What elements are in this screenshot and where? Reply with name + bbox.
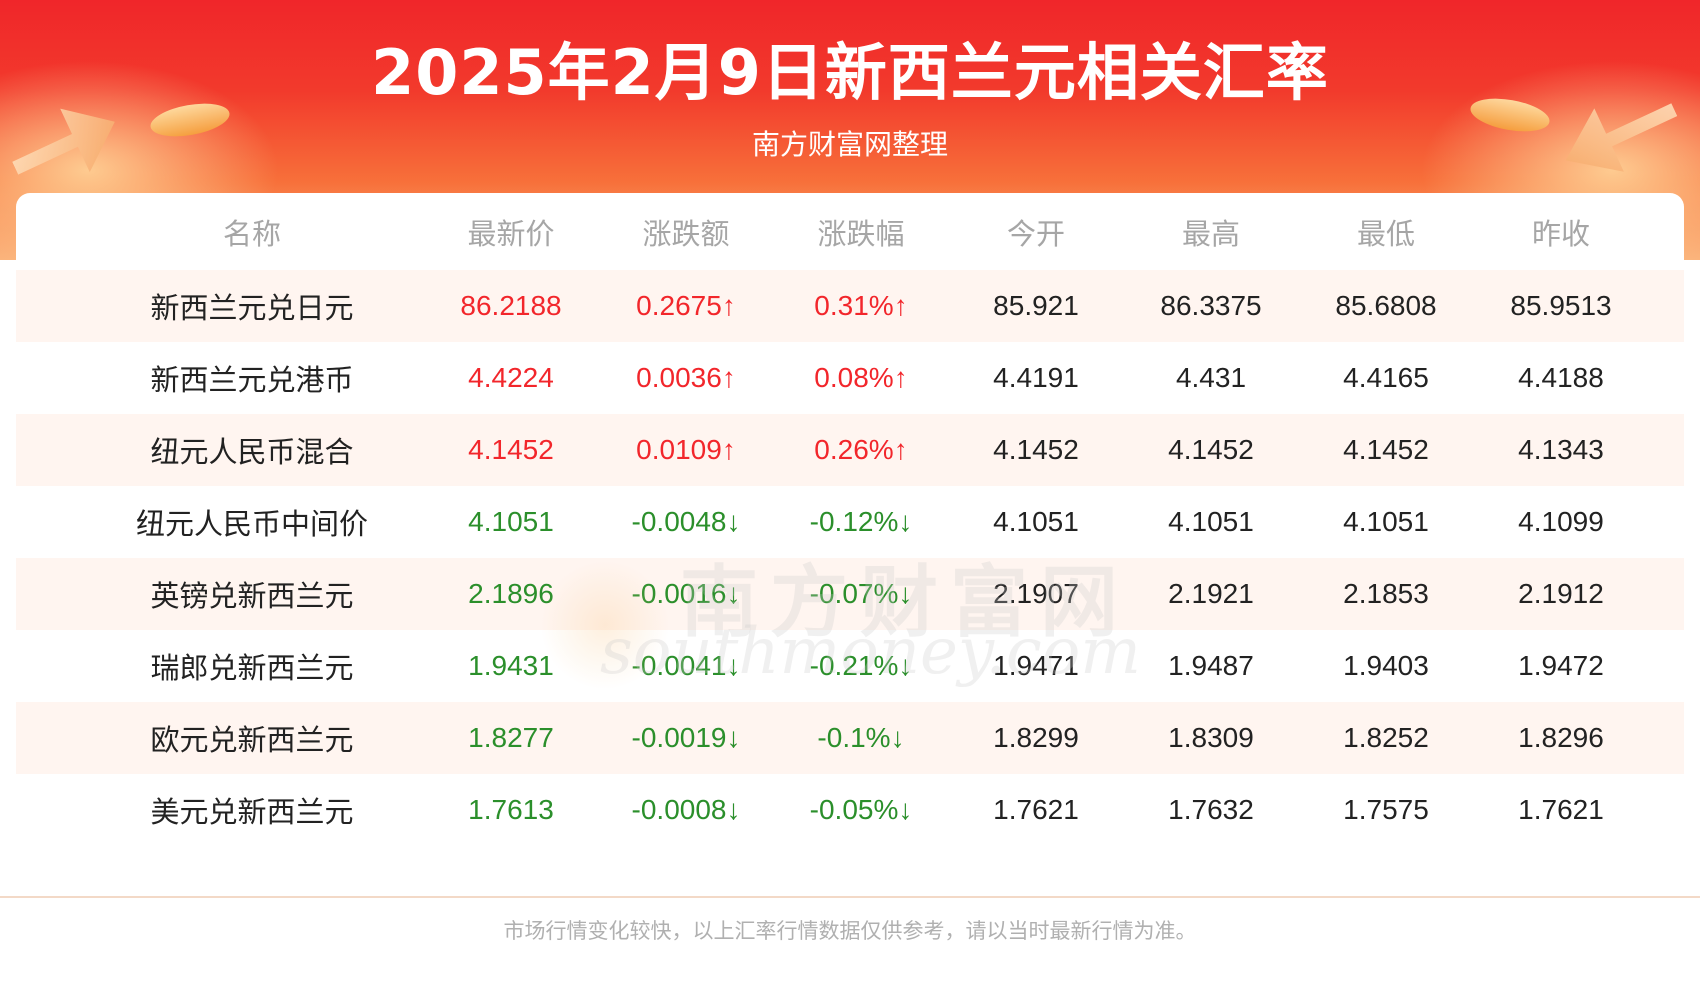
cell-last-price: 4.4224 bbox=[468, 362, 554, 393]
cell-open: 4.4191 bbox=[993, 362, 1079, 393]
cell-low: 4.1051 bbox=[1343, 506, 1429, 537]
cell-change: -0.0016↓ bbox=[631, 578, 741, 609]
cell-open: 1.7621 bbox=[993, 794, 1079, 825]
cell-name: 英镑兑新西兰元 bbox=[150, 579, 354, 613]
column-header-high: 最高 bbox=[1181, 216, 1240, 251]
rate-table: 名称 最新价 涨跌额 涨跌幅 今开 最高 最低 昨收 新西兰元兑日元 86.218… bbox=[16, 193, 1684, 898]
cell-open: 1.9471 bbox=[993, 650, 1079, 681]
cell-change-percent: -0.12%↓ bbox=[809, 506, 913, 537]
cell-name: 欧元兑新西兰元 bbox=[150, 723, 354, 757]
table-row: 新西兰元兑港币 4.4224 0.0036↑ 0.08%↑ 4.4191 4.431 4.4… bbox=[16, 342, 1684, 414]
cell-name: 新西兰元兑日元 bbox=[150, 291, 354, 325]
cell-prev-close: 1.7621 bbox=[1518, 794, 1604, 825]
table-header-row: 名称 最新价 涨跌额 涨跌幅 今开 最高 最低 昨收 bbox=[16, 193, 1684, 270]
cell-low: 85.6808 bbox=[1335, 290, 1437, 321]
cell-low: 1.9403 bbox=[1343, 650, 1429, 681]
cell-change-percent: -0.07%↓ bbox=[809, 578, 913, 609]
cell-change: -0.0008↓ bbox=[631, 794, 741, 825]
cell-last-price: 1.8277 bbox=[468, 722, 554, 753]
cell-prev-close: 2.1912 bbox=[1518, 578, 1604, 609]
watermark-text-cn: 南方财富网 bbox=[680, 558, 1131, 648]
cell-name: 纽元人民币混合 bbox=[150, 435, 354, 469]
cell-name: 瑞郎兑新西兰元 bbox=[150, 651, 354, 685]
cell-high: 1.8309 bbox=[1168, 722, 1254, 753]
cell-low: 4.1452 bbox=[1343, 434, 1429, 465]
cell-open: 85.921 bbox=[993, 290, 1079, 321]
table-row: 欧元兑新西兰元 1.8277 -0.0019↓ -0.1%↓ 1.8299 1.8309 1… bbox=[16, 702, 1684, 774]
cell-change-percent: 0.08%↑ bbox=[814, 362, 908, 393]
cell-high: 2.1921 bbox=[1168, 578, 1254, 609]
cell-low: 1.8252 bbox=[1343, 722, 1429, 753]
cell-open: 1.8299 bbox=[993, 722, 1079, 753]
cell-change-percent: 0.26%↑ bbox=[814, 434, 908, 465]
column-header-change: 涨跌额 bbox=[642, 216, 730, 251]
cell-last-price: 2.1896 bbox=[468, 578, 554, 609]
table-row: 新西兰元兑日元 86.2188 0.2675↑ 0.31%↑ 85.921 86.3375… bbox=[16, 270, 1684, 342]
cell-high: 86.3375 bbox=[1160, 290, 1262, 321]
page-title: 2025年2月9日新西兰元相关汇率 bbox=[371, 36, 1329, 109]
column-header-open: 今开 bbox=[1006, 216, 1065, 251]
table-row: 纽元人民币混合 4.1452 0.0109↑ 0.26%↑ 4.1452 4.1452 4.… bbox=[16, 414, 1684, 486]
cell-prev-close: 4.1099 bbox=[1518, 506, 1604, 537]
cell-change: -0.0041↓ bbox=[631, 650, 741, 681]
cell-high: 4.1051 bbox=[1168, 506, 1254, 537]
cell-last-price: 1.9431 bbox=[468, 650, 554, 681]
cell-change: 0.2675↑ bbox=[636, 290, 736, 321]
footer-divider bbox=[0, 896, 1700, 898]
cell-prev-close: 4.1343 bbox=[1518, 434, 1604, 465]
cell-change-percent: 0.31%↑ bbox=[814, 290, 908, 321]
cell-high: 4.431 bbox=[1175, 362, 1247, 393]
cell-low: 2.1853 bbox=[1343, 578, 1429, 609]
cell-change-percent: -0.1%↓ bbox=[817, 722, 905, 753]
column-header-prev: 昨收 bbox=[1531, 216, 1590, 251]
cell-low: 4.4165 bbox=[1343, 362, 1429, 393]
cell-prev-close: 1.9472 bbox=[1518, 650, 1604, 681]
watermark-text-en: southmoney.com bbox=[600, 615, 1141, 689]
cell-high: 1.9487 bbox=[1168, 650, 1254, 681]
table-row: 纽元人民币中间价 4.1051 -0.0048↓ -0.12%↓ 4.1051 4.105… bbox=[16, 486, 1684, 558]
cell-last-price: 1.7613 bbox=[468, 794, 554, 825]
cell-change-percent: -0.21%↓ bbox=[809, 650, 913, 681]
cell-last-price: 4.1452 bbox=[468, 434, 554, 465]
cell-change: -0.0019↓ bbox=[631, 722, 741, 753]
column-header-pct: 涨跌幅 bbox=[817, 216, 905, 251]
cell-change: -0.0048↓ bbox=[631, 506, 741, 537]
cell-prev-close: 1.8296 bbox=[1518, 722, 1604, 753]
page-subtitle: 南方财富网整理 bbox=[751, 128, 948, 161]
cell-low: 1.7575 bbox=[1343, 794, 1429, 825]
column-header-last: 最新价 bbox=[467, 216, 555, 251]
cell-last-price: 4.1051 bbox=[468, 506, 554, 537]
cell-name: 纽元人民币中间价 bbox=[135, 507, 368, 541]
cell-name: 新西兰元兑港币 bbox=[150, 363, 354, 397]
cell-open: 4.1452 bbox=[993, 434, 1079, 465]
cell-name: 美元兑新西兰元 bbox=[150, 795, 354, 829]
table-row: 美元兑新西兰元 1.7613 -0.0008↓ -0.05%↓ 1.7621 1.7632… bbox=[16, 774, 1684, 846]
disclaimer-text: 市场行情变化较快，以上汇率行情数据仅供参考，请以当时最新行情为准。 bbox=[503, 919, 1197, 943]
cell-high: 4.1452 bbox=[1168, 434, 1254, 465]
cell-open: 2.1907 bbox=[993, 578, 1079, 609]
watermark-logo-icon bbox=[540, 560, 670, 690]
column-header-low: 最低 bbox=[1356, 216, 1415, 251]
cell-change: 0.0036↑ bbox=[636, 362, 736, 393]
cell-change: 0.0109↑ bbox=[636, 434, 736, 465]
table-row: 英镑兑新西兰元 2.1896 -0.0016↓ -0.07%↓ 2.1907 2.1921… bbox=[16, 558, 1684, 630]
cell-prev-close: 85.9513 bbox=[1510, 290, 1612, 321]
cell-open: 4.1051 bbox=[993, 506, 1079, 537]
cell-change-percent: -0.05%↓ bbox=[809, 794, 913, 825]
table-row: 瑞郎兑新西兰元 1.9431 -0.0041↓ -0.21%↓ 1.9471 1.9487… bbox=[16, 630, 1684, 702]
cell-last-price: 86.2188 bbox=[460, 290, 562, 321]
cell-high: 1.7632 bbox=[1168, 794, 1254, 825]
cell-prev-close: 4.4188 bbox=[1518, 362, 1604, 393]
column-header-name: 名称 bbox=[222, 216, 281, 251]
